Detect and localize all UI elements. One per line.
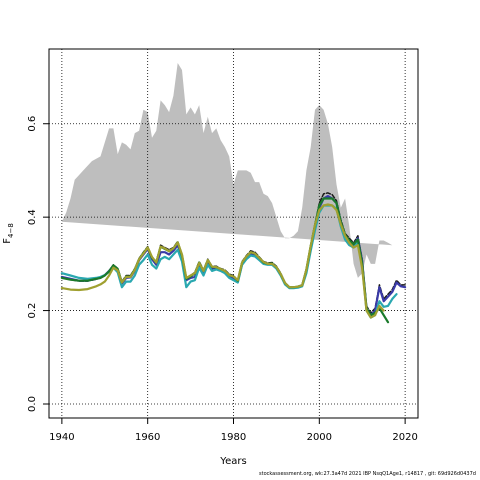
x-tick-label-1960: 1960: [135, 432, 160, 443]
footer-note: stockassessment.org, wk:27.3a47d 2021 IB…: [259, 471, 476, 477]
y-tick-label-0: 0.0: [27, 396, 38, 412]
x-tick-label-1940: 1940: [49, 432, 74, 443]
y-tick-label-0.6: 0.6: [27, 116, 38, 132]
x-axis-title: Years: [219, 456, 246, 467]
y-tick-label-group-0.6: 0.6: [27, 116, 38, 132]
y-tick-label-0.2: 0.2: [27, 303, 38, 319]
y-tick-label-group-0.2: 0.2: [27, 303, 38, 319]
x-tick-label-2000: 2000: [307, 432, 332, 443]
y-tick-label-0.4: 0.4: [27, 209, 38, 225]
svg-text:F4−8: F4−8: [2, 223, 15, 244]
series-line-3: [60, 204, 398, 319]
x-tick-label-2020: 2020: [392, 432, 417, 443]
series-layer: [60, 192, 407, 324]
confidence-band-layer: [61, 63, 393, 278]
confidence-band: [61, 63, 393, 278]
series-line-5: [60, 203, 385, 319]
y-tick-label-group-0.4: 0.4: [27, 209, 38, 225]
y-axis-title-main: F: [2, 238, 13, 244]
y-axis-title: F4−8: [2, 223, 15, 244]
y-tick-label-group-0: 0.0: [27, 396, 38, 412]
x-tick-label-1980: 1980: [221, 432, 246, 443]
y-axis-title-subscript: 4−8: [7, 223, 15, 238]
axis-layer: 1940 1960 1980 2000 2020 0.0 0.2 0.4 0.6: [27, 116, 418, 443]
